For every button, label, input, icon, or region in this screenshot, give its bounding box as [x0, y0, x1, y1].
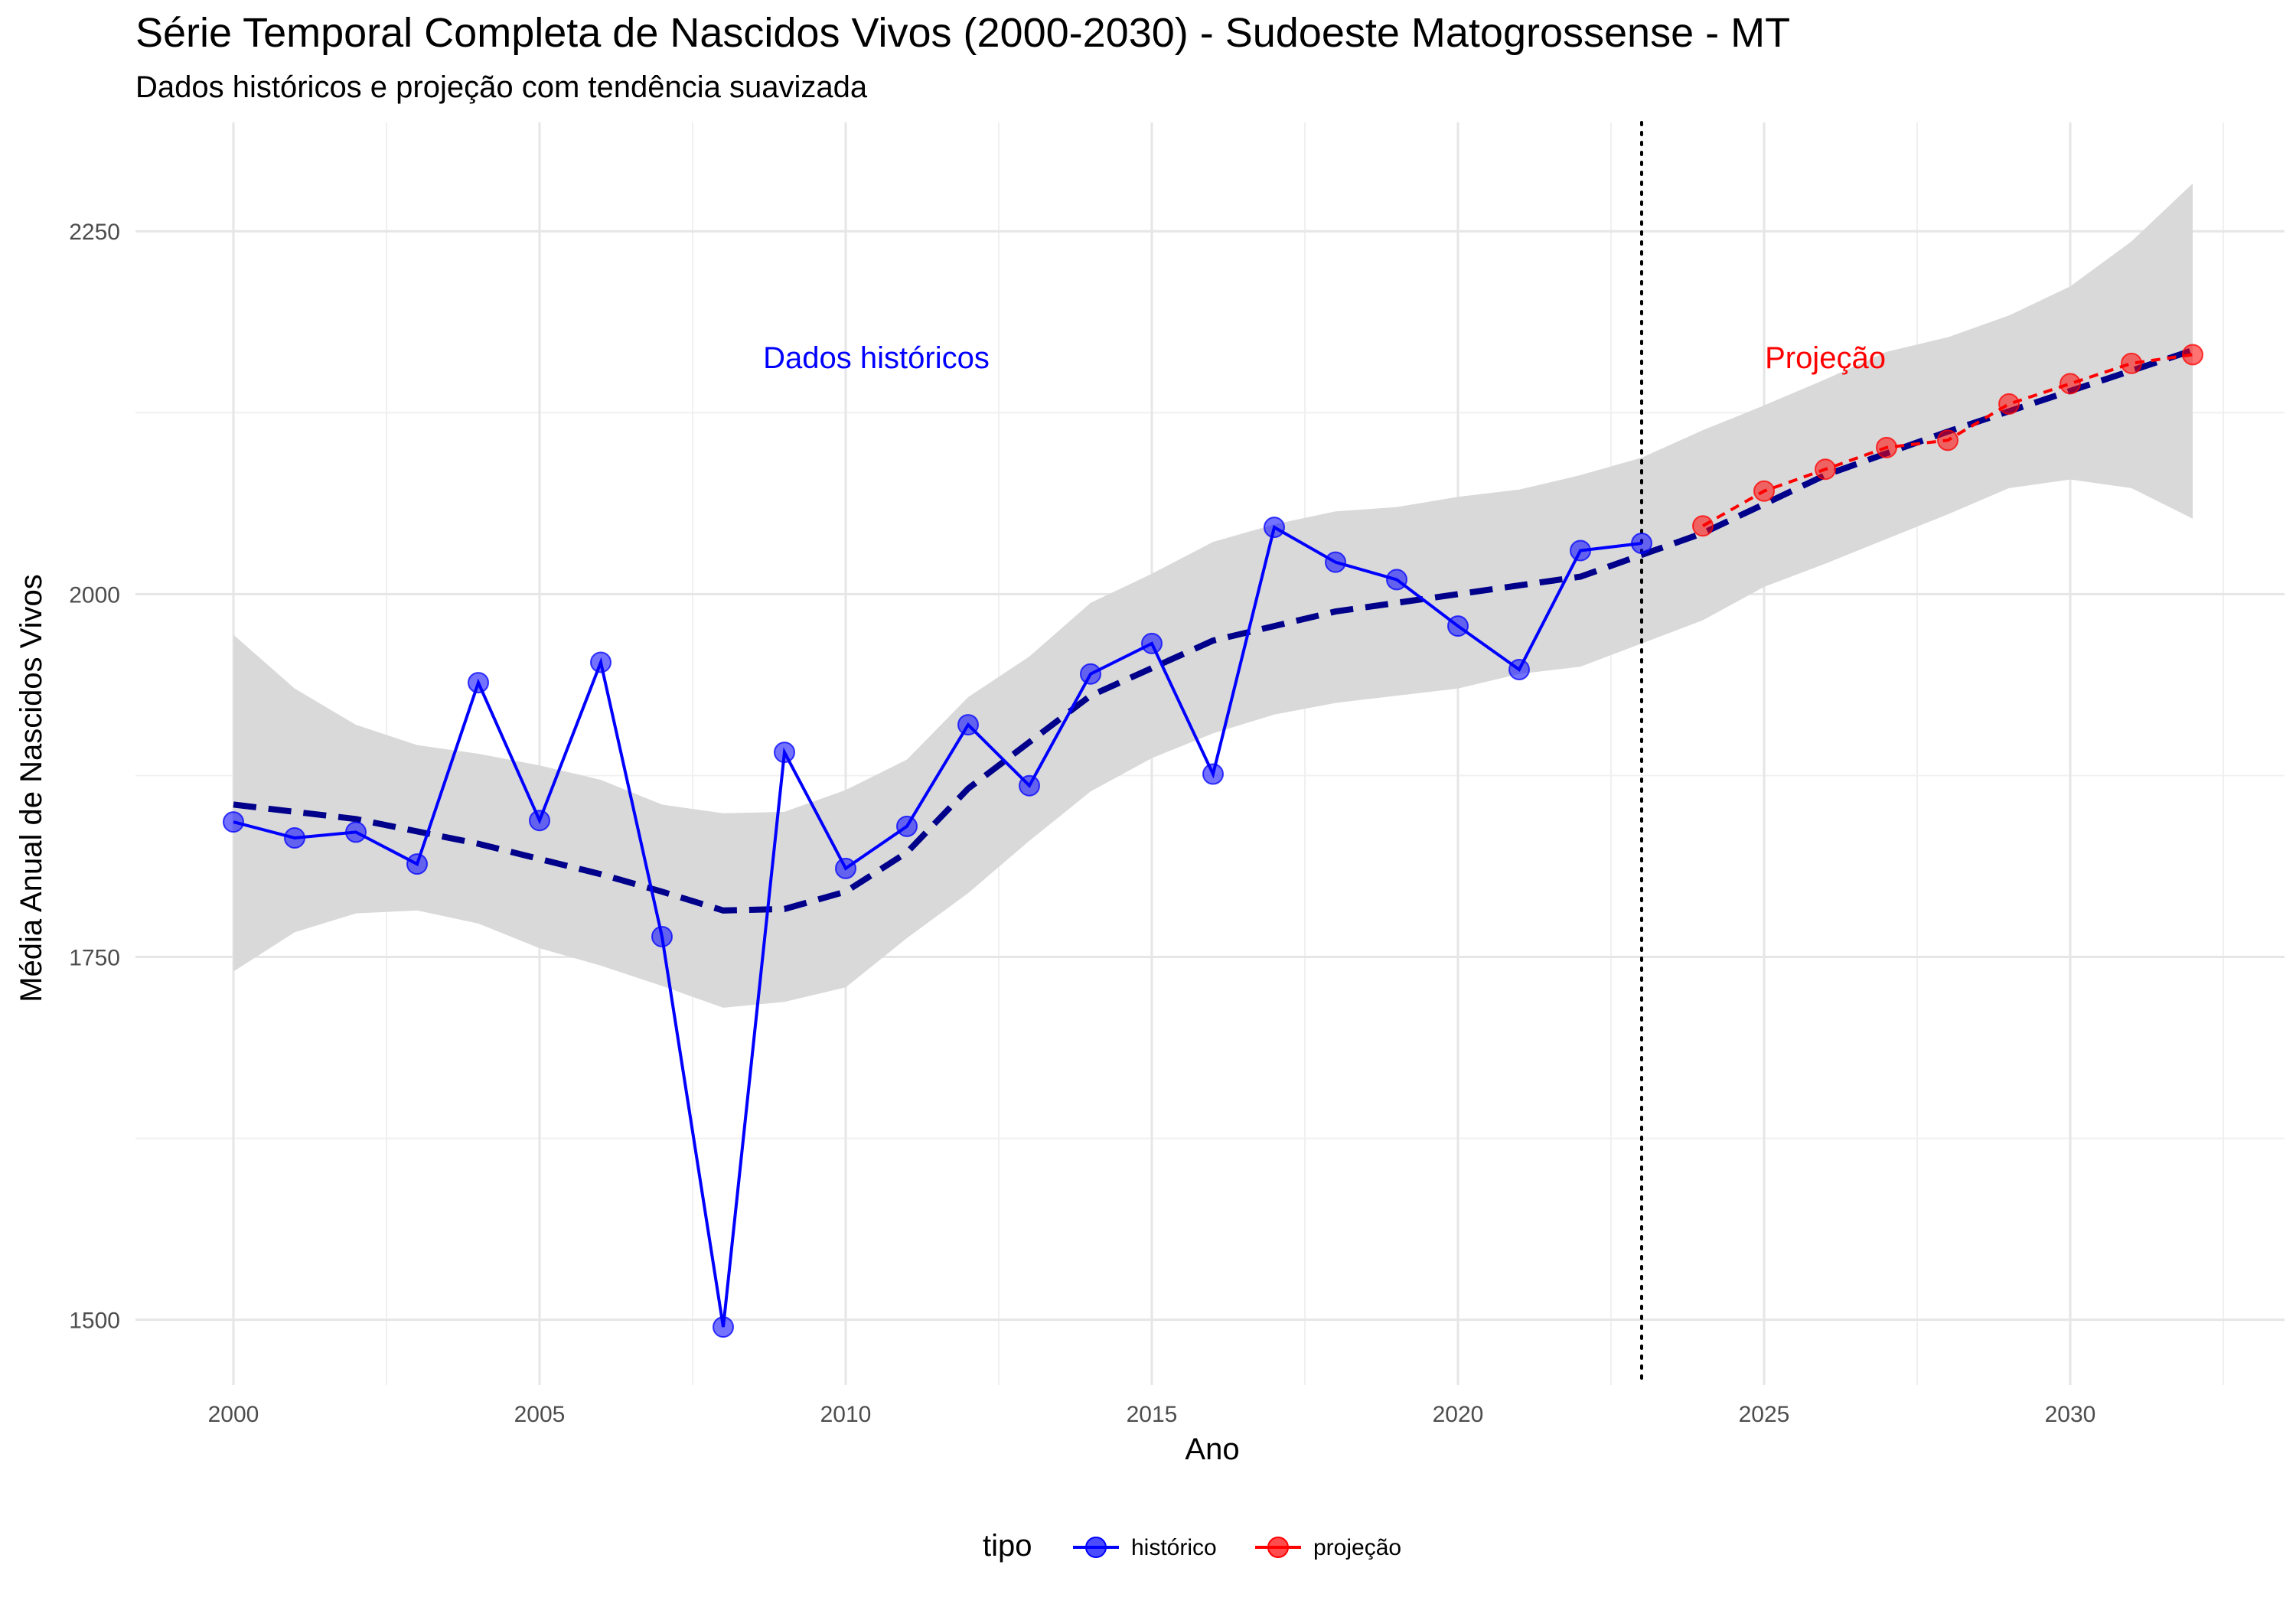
chart-subtitle: Dados históricos e projeção com tendênci…	[135, 70, 868, 104]
y-tick-label: 2250	[69, 220, 120, 245]
data-point-historico	[1325, 551, 1346, 573]
legend: tipo histórico projeção	[983, 1529, 1401, 1563]
chart-title: Série Temporal Completa de Nascidos Vivo…	[135, 10, 1790, 56]
x-tick-label: 2005	[514, 1402, 566, 1427]
legend-key-point	[1085, 1537, 1107, 1558]
x-tick-label: 2000	[208, 1402, 259, 1427]
data-point-historico	[774, 742, 795, 764]
x-axis-title: Ano	[1185, 1433, 1239, 1466]
data-point-historico	[1202, 763, 1224, 785]
data-point-historico	[1386, 569, 1407, 591]
data-point-historico	[590, 651, 612, 673]
data-point-projecao	[2121, 352, 2142, 374]
y-tick-label: 2000	[69, 582, 120, 608]
data-point-projecao	[1753, 480, 1775, 502]
data-point-historico	[835, 857, 856, 879]
confidence-band-area	[233, 183, 2193, 1008]
data-point-historico	[1508, 659, 1530, 680]
x-tick-label: 2010	[820, 1402, 872, 1427]
data-point-historico	[713, 1316, 734, 1338]
data-point-projecao	[2060, 373, 2081, 395]
legend-label: histórico	[1131, 1535, 1217, 1560]
trend-line	[233, 347, 2194, 914]
series	[223, 344, 2203, 1338]
series-line-historico	[233, 525, 1642, 1328]
data-point-historico	[1447, 615, 1469, 637]
data-point-historico	[1264, 517, 1285, 539]
legend-title: tipo	[983, 1529, 1032, 1563]
data-point-historico	[345, 821, 367, 843]
data-point-historico	[1631, 533, 1652, 554]
y-tick-label: 1750	[69, 946, 120, 971]
data-point-projecao	[2182, 344, 2203, 366]
y-axis-title: Média Anual de Nascidos Vivos	[15, 574, 48, 1002]
confidence-band	[233, 121, 2193, 1387]
data-point-projecao	[1937, 429, 1958, 451]
data-point-historico	[1141, 632, 1163, 654]
data-point-historico	[529, 810, 550, 832]
data-point-historico	[1570, 539, 1591, 562]
y-tick-label: 1500	[69, 1309, 120, 1334]
data-point-historico	[1080, 663, 1101, 685]
legend-key-point	[1267, 1537, 1289, 1558]
data-point-historico	[406, 853, 428, 875]
data-point-historico	[957, 714, 979, 736]
data-point-historico	[1019, 774, 1040, 797]
x-tick-label: 2020	[1433, 1402, 1484, 1427]
data-point-historico	[651, 925, 673, 947]
data-point-projecao	[1815, 458, 1836, 481]
x-tick-label: 2030	[2045, 1402, 2096, 1427]
x-tick-label: 2015	[1127, 1402, 1178, 1427]
data-point-historico	[284, 827, 305, 849]
data-point-historico	[223, 811, 244, 833]
annotation-label: Dados históricos	[763, 341, 990, 375]
data-point-projecao	[1692, 515, 1714, 537]
data-point-projecao	[1876, 436, 1897, 458]
data-point-historico	[896, 815, 918, 837]
trend	[233, 347, 2194, 914]
annotation-label: Projeção	[1765, 341, 1886, 375]
legend-label: projeção	[1313, 1535, 1401, 1560]
axes: 2000 2005 2010 2015 2020 2025 2030 1500 1750 2000…	[69, 220, 2095, 1427]
annotations: Dados históricos Projeção	[763, 341, 1886, 375]
data-point-projecao	[1998, 393, 2020, 415]
data-point-historico	[468, 672, 489, 694]
x-tick-label: 2025	[1739, 1402, 1790, 1427]
